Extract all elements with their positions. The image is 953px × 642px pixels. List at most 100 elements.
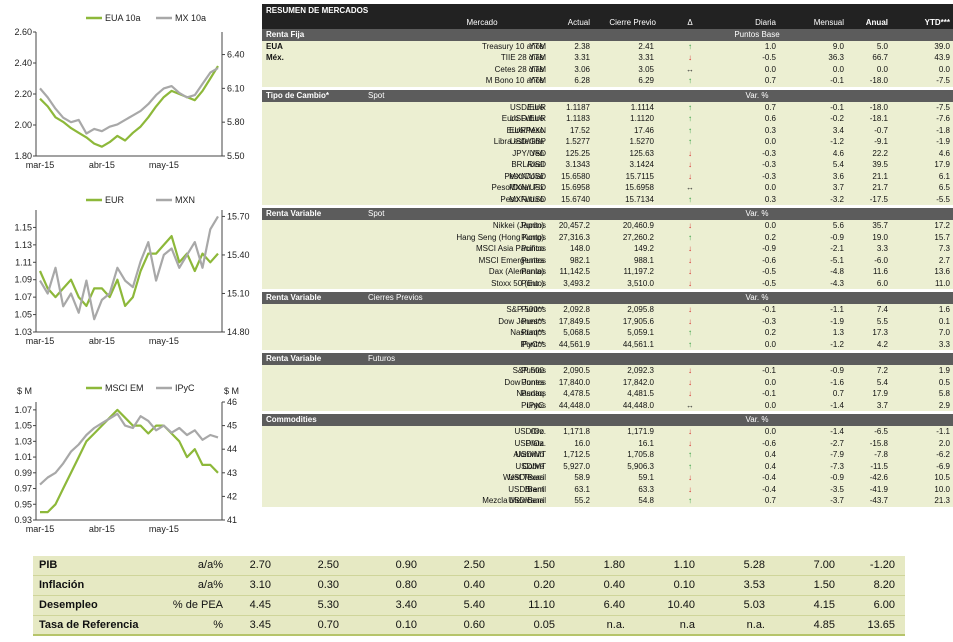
actual-value: 27,316.3 (558, 232, 590, 242)
macro-value: 0.90 (395, 559, 417, 571)
ytd-change: -1.9 (936, 137, 950, 146)
daily-change: -0.6 (762, 438, 776, 448)
unit: USD/EUR (509, 102, 546, 112)
ytd-change: 2.7 (938, 255, 950, 265)
monthly-change: -0.2 (830, 114, 844, 123)
daily-change: 0.7 (764, 496, 776, 505)
annual-change: -41.9 (869, 484, 888, 494)
actual-value: 44,561.9 (558, 339, 590, 349)
annual-change: -18.1 (869, 114, 888, 123)
daily-change: -0.3 (762, 316, 776, 326)
annual-change: -9.1 (874, 137, 888, 146)
market-name: IPyC** (520, 339, 544, 349)
actual-value: 17.52 (569, 125, 590, 135)
market-name: Yen (530, 148, 545, 158)
actual-value: 1,712.5 (563, 450, 590, 459)
daily-change: -0.4 (762, 484, 776, 494)
actual-value: 5,068.5 (563, 328, 590, 337)
macro-value: 6.00 (873, 599, 895, 611)
col-cierre: Cierre Previo (609, 18, 656, 27)
section-title: Renta Variable (266, 209, 322, 218)
market-name: Peso/Dólar Fix (491, 183, 544, 192)
series-line-gray (39, 215, 219, 321)
macro-unit: a/a% (197, 559, 223, 571)
previous-close: 15.7115 (625, 171, 654, 181)
unit: Puntos (521, 255, 546, 265)
macro-indicators-table: PIB a/a% 2.70 2.50 0.90 2.50 1.50 1.80 1.10 5.28 7… (33, 556, 905, 636)
annual-change: 17.3 (872, 328, 888, 337)
ytd-change: 6.1 (938, 171, 950, 181)
y-tick-left: 2.40 (14, 58, 32, 68)
macro-value: n.a (679, 619, 695, 631)
market-name: Libra esterlina (493, 137, 544, 146)
daily-change: -0.3 (762, 171, 776, 181)
macro-value: 4.15 (813, 599, 835, 611)
monthly-change: -0.1 (830, 76, 844, 85)
unit: BRL/USD (511, 160, 546, 169)
daily-change: 0.4 (764, 461, 776, 471)
unit: Puntos (521, 244, 546, 253)
annual-change: -43.7 (869, 496, 888, 505)
actual-value: 20,457.2 (558, 221, 590, 230)
ytd-change: 10.5 (934, 473, 950, 482)
monthly-change: 3.6 (832, 171, 844, 181)
actual-value: 3.1343 (565, 160, 590, 169)
monthly-change: 9.0 (832, 41, 844, 51)
macro-value: 8.20 (873, 579, 895, 591)
section-header: Renta Variable Spot Var. % (262, 208, 953, 220)
previous-close: 11,197.2 (623, 267, 654, 276)
macro-value: 1.50 (813, 579, 835, 591)
macro-value: 4.85 (813, 619, 835, 631)
daily-change: 0.0 (764, 400, 776, 410)
previous-close: 1,705.8 (627, 450, 654, 459)
daily-change: -0.5 (762, 267, 776, 276)
monthly-change: -7.3 (830, 461, 844, 471)
macro-value: 5.03 (743, 599, 765, 611)
y-tick-left: 1.07 (14, 405, 32, 415)
arrow-up-icon: ↑ (688, 137, 692, 146)
annual-change: 22.2 (872, 148, 888, 158)
annual-change: 21.7 (872, 183, 888, 192)
arrow-down-icon: ↓ (688, 473, 692, 482)
annual-change: 35.7 (872, 221, 888, 230)
arrow-up-icon: ↑ (688, 76, 692, 85)
table-row: Euro Futuro USD/EUR 1.1183 1.1120 0.6 -0.2 -18… (262, 113, 953, 125)
daily-change: 0.3 (764, 125, 776, 135)
monthly-change: 36.3 (828, 53, 844, 62)
arrow-down-icon: ↓ (688, 171, 692, 181)
monthly-change: -1.2 (830, 137, 844, 146)
market-name: Real (527, 160, 544, 169)
table-row: Peso/Dólar MXN/USD 15.6580 15.7115 -0.3 3.6 21… (262, 170, 953, 182)
y-tick-left: 1.07 (14, 292, 32, 302)
chart-svg: 1.07 1.05 1.03 1.01 0.99 0.97 0.95 0.93 46 45 44 43… (14, 383, 239, 534)
daily-change: 0.0 (764, 221, 776, 230)
arrow-up-icon: ↑ (688, 41, 692, 51)
daily-change: -0.1 (762, 305, 776, 314)
market-name: Cetes 28 días (494, 64, 544, 74)
table-row: Cobre USD/MT 5,927.0 5,906.3 0.4 -7.3 -11.5 -6.… (262, 460, 953, 472)
monthly-change: -1.6 (830, 377, 844, 387)
ytd-change: 10.0 (934, 484, 950, 494)
table-row: Plata USD/Oz. 16.0 16.1 -0.6 -2.7 -15.8 2.0 ↓ (262, 437, 953, 449)
macro-unit: % (213, 619, 223, 631)
arrow-up-icon: ↑ (688, 194, 692, 204)
actual-value: 3,493.2 (563, 278, 590, 288)
monthly-change: 4.6 (832, 148, 844, 158)
daily-change: -0.9 (762, 244, 776, 253)
x-tick: may-15 (149, 336, 179, 346)
x-tick: may-15 (149, 160, 179, 170)
arrow-up-icon: ↑ (688, 102, 692, 112)
y-tick-right: 45 (227, 421, 237, 431)
rates-chart: 2.60 2.40 2.20 2.00 1.80 6.40 6.10 5.80 5.50 mar-… (0, 6, 256, 181)
arrow-up-icon: ↑ (688, 339, 692, 349)
arrow-down-icon: ↓ (688, 267, 692, 276)
macro-value: 13.65 (867, 619, 895, 631)
previous-close: 125.63 (629, 148, 654, 158)
market-name: MSCI Asia Pacífico (475, 244, 544, 253)
previous-close: 54.8 (638, 496, 654, 505)
daily-change: -0.5 (762, 53, 776, 62)
y-tick-left: 1.03 (14, 436, 32, 446)
macro-value: 3.53 (743, 579, 765, 591)
macro-value: -1.20 (869, 559, 895, 571)
actual-value: 63.1 (574, 484, 590, 494)
